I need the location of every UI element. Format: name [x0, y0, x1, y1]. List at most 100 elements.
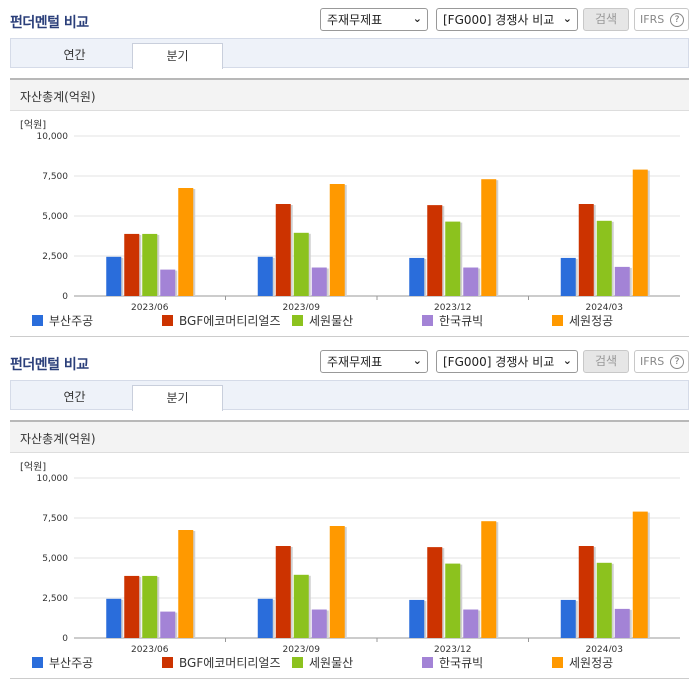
y-axis-unit-label: [억원] — [20, 462, 47, 473]
section-header: 자산총계(억원) — [10, 420, 689, 453]
tab-quarterly[interactable]: 분기 — [132, 385, 223, 411]
bar — [293, 574, 309, 638]
bar — [275, 546, 291, 638]
legend-label: 세원물산 — [309, 656, 354, 670]
bar — [329, 526, 345, 638]
chevron-down-icon: ⌄ — [562, 354, 572, 367]
bar — [275, 204, 291, 296]
help-icon[interactable]: ? — [670, 13, 684, 27]
legend-swatch — [162, 315, 173, 326]
bar — [178, 530, 194, 638]
statement-select[interactable]: 주재무제표 ⌄ — [320, 8, 428, 31]
bar — [578, 546, 594, 638]
search-button[interactable]: 검색 — [583, 350, 629, 373]
bar — [160, 269, 176, 296]
bar — [178, 188, 194, 296]
legend-label: 세원정공 — [569, 314, 614, 328]
fundamental-panel-2: 펀더멘털 비교 주재무제표 ⌄ [FG000] 경쟁사 비교 ⌄ 검색 IFRS… — [0, 342, 696, 684]
y-tick-label: 0 — [62, 292, 68, 302]
statement-select[interactable]: 주재무제표 ⌄ — [320, 350, 428, 373]
legend-item: BGF에코머티리얼즈 — [162, 312, 281, 329]
x-tick-label: 2023/12 — [434, 303, 471, 310]
bar — [257, 256, 273, 296]
bar — [560, 599, 576, 638]
period-tabs: 연간 분기 — [10, 38, 689, 69]
legend-label: 세원물산 — [309, 314, 354, 328]
ifrs-button[interactable]: IFRS ? — [634, 350, 689, 373]
bar — [463, 267, 479, 296]
bar — [257, 598, 273, 638]
bar — [142, 233, 158, 296]
ifrs-button[interactable]: IFRS ? — [634, 8, 689, 31]
y-tick-label: 2,500 — [42, 594, 68, 604]
bar — [106, 598, 122, 638]
y-tick-label: 10,000 — [37, 132, 69, 142]
section-title: 자산총계(억원) — [20, 432, 96, 446]
legend-swatch — [552, 657, 563, 668]
legend-swatch — [292, 315, 303, 326]
bar — [124, 575, 140, 638]
bar — [329, 184, 345, 296]
peer-select-value: [FG000] 경쟁사 비교 — [443, 13, 555, 27]
asset-bar-chart: 0 2,500 5,000 7,500 10,000 2023/06 2023/09 2023… — [37, 474, 680, 652]
statement-select-value: 주재무제표 — [327, 355, 383, 369]
bar — [409, 599, 425, 638]
legend-swatch — [422, 657, 433, 668]
bar — [142, 575, 158, 638]
section-title: 자산총계(억원) — [20, 90, 96, 104]
legend-item: BGF에코머티리얼즈 — [162, 654, 281, 671]
chevron-down-icon: ⌄ — [412, 12, 422, 25]
legend-label: 부산주공 — [49, 656, 94, 670]
bar — [560, 257, 576, 296]
bar — [427, 547, 443, 638]
bar — [632, 169, 648, 296]
legend-label: BGF에코머티리얼즈 — [179, 314, 281, 328]
period-tabs: 연간 분기 — [10, 380, 689, 411]
page-title: 펀더멘털 비교 — [10, 15, 89, 31]
statement-select-value: 주재무제표 — [327, 13, 383, 27]
bar — [311, 267, 327, 296]
x-tick-label: 2023/06 — [131, 303, 169, 310]
peer-select[interactable]: [FG000] 경쟁사 비교 ⌄ — [436, 8, 578, 31]
divider — [10, 678, 689, 679]
tab-annual[interactable]: 연간 — [63, 390, 86, 404]
tab-annual[interactable]: 연간 — [63, 48, 86, 62]
legend-swatch — [552, 315, 563, 326]
chevron-down-icon: ⌄ — [562, 12, 572, 25]
ifrs-label: IFRS — [640, 355, 665, 368]
search-button[interactable]: 검색 — [583, 8, 629, 31]
bar — [632, 511, 648, 638]
bar — [293, 232, 309, 296]
y-axis-unit-label: [억원] — [20, 120, 47, 131]
y-tick-label: 2,500 — [42, 252, 68, 262]
x-tick-label: 2023/09 — [283, 645, 321, 652]
legend-item: 부산주공 — [32, 654, 93, 671]
legend-item: 세원물산 — [292, 654, 353, 671]
legend-label: 한국큐빅 — [439, 656, 484, 670]
bar — [311, 609, 327, 638]
legend-item: 한국큐빅 — [422, 312, 483, 329]
legend-swatch — [162, 657, 173, 668]
y-tick-label: 5,000 — [42, 212, 68, 222]
y-tick-label: 7,500 — [42, 514, 68, 524]
legend-item: 세원정공 — [552, 312, 613, 329]
section-header: 자산총계(억원) — [10, 78, 689, 111]
tab-quarterly[interactable]: 분기 — [132, 43, 223, 69]
bar — [578, 204, 594, 296]
asset-bar-chart: 0 2,500 5,000 7,500 10,000 2023/06 2023/09 2023… — [37, 132, 680, 310]
legend-swatch — [292, 657, 303, 668]
peer-select[interactable]: [FG000] 경쟁사 비교 ⌄ — [436, 350, 578, 373]
help-icon[interactable]: ? — [670, 355, 684, 369]
x-tick-label: 2023/09 — [283, 303, 321, 310]
divider — [10, 336, 689, 337]
bar — [596, 562, 612, 638]
legend-label: 세원정공 — [569, 656, 614, 670]
fundamental-panel-1: 펀더멘털 비교 주재무제표 ⌄ [FG000] 경쟁사 비교 ⌄ 검색 IFRS… — [10, 8, 689, 337]
legend-item: 부산주공 — [32, 312, 93, 329]
legend-label: 부산주공 — [49, 314, 94, 328]
bar — [106, 256, 122, 296]
legend-swatch — [32, 657, 43, 668]
bar — [124, 233, 140, 296]
x-tick-label: 2023/06 — [131, 645, 169, 652]
y-tick-label: 7,500 — [42, 172, 68, 182]
